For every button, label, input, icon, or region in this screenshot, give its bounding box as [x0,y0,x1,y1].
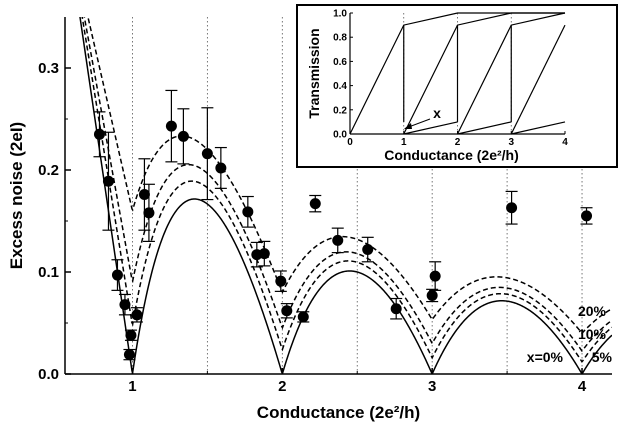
data-point [142,183,155,242]
data-point [280,303,293,319]
inset-transmission-line [511,121,566,135]
inset-x-tick-label: 0 [347,137,353,148]
curve-label: 10% [578,326,607,342]
inset-x-tick-label: 1 [401,137,407,148]
inset-transmission-line [457,121,512,135]
inset-transmission-line [403,121,458,135]
y-tick-label: 0.1 [38,264,59,281]
data-point [331,227,344,254]
data-marker [131,309,143,321]
x-tick-label: 1 [128,378,136,395]
data-marker [102,175,114,187]
data-point [274,270,287,292]
data-point [165,89,178,163]
curve-label: x=0% [527,349,564,365]
data-marker [201,148,213,160]
data-point [93,111,106,158]
inset-transmission-line [403,12,565,135]
theory-curve-x5 [81,17,612,363]
data-marker [258,248,270,260]
data-marker [297,311,309,323]
data-marker [332,234,344,246]
curve-label: 20% [578,303,607,319]
x-axis-title: Conductance (2e²/h) [257,403,420,422]
inset-x-tick-label: 3 [508,137,514,148]
y-tick-label: 0.2 [38,162,59,179]
y-axis-title: Excess noise (2eI) [7,122,26,269]
inset-arrowhead [404,123,412,129]
data-point [201,107,214,201]
x-tick-label: 2 [278,378,286,395]
data-point [241,195,254,228]
inset-plot: 0 1 2 3 4 0.0 0.2 0.4 0.6 0.8 1.0 Conductance (2e²/… [296,4,618,168]
inset-transmission-line [510,24,566,135]
inset-y-tick-label: 0.8 [333,33,347,44]
data-point [361,236,374,263]
data-marker [165,120,177,132]
data-point [309,194,322,213]
data-point [111,259,124,291]
x-tick-label: 3 [428,378,436,395]
data-marker [581,210,593,222]
x-tick-label: 4 [578,378,587,395]
data-marker [177,130,189,142]
data-marker [242,206,254,218]
inset-y-tick-label: 0.2 [333,105,347,116]
data-marker [119,299,131,311]
data-marker [390,303,402,315]
inset-x-tick-label: 4 [562,137,568,148]
inset-y-tick-label: 0.0 [333,130,347,141]
data-point [102,131,115,231]
inset-y-tick-label: 0.6 [333,57,347,68]
curve-label: 5% [592,349,613,365]
data-point [297,311,310,323]
inset-y-axis-title: Transmission [306,28,322,118]
inset-x-tick-label: 2 [455,137,461,148]
data-marker [138,188,150,200]
data-point [214,146,227,189]
data-point [130,307,143,323]
data-point [580,207,593,225]
inset-x-annotation: x [433,105,441,121]
data-point [505,190,518,225]
data-marker [275,275,287,287]
data-marker [143,207,155,219]
data-point [390,297,403,320]
data-point [177,108,190,165]
inset-x-axis-title: Conductance (2e²/h) [384,147,519,163]
inset-y-tick-label: 0.4 [333,81,347,92]
data-marker [123,349,135,361]
data-marker [362,244,374,256]
main-plot: 1 2 3 4 0.0 0.1 0.2 0.3 Conductance (2e²/h) Exces… [7,17,613,422]
data-marker [215,162,227,174]
data-marker [426,289,438,301]
data-marker [309,198,321,210]
y-tick-label: 0.0 [38,366,59,383]
data-point [123,348,136,361]
inset-y-tick-label: 1.0 [333,9,347,20]
data-marker [281,305,293,317]
theory-curve-x0 [79,17,612,374]
data-point [258,240,271,267]
data-marker [429,270,441,282]
data-point [429,261,442,291]
data-marker [93,128,105,140]
data-marker [506,202,518,214]
data-marker [111,269,123,281]
data-point [118,293,131,316]
y-tick-label: 0.3 [38,60,59,77]
data-point [426,288,439,303]
data-point [124,329,137,341]
data-marker [125,329,137,341]
